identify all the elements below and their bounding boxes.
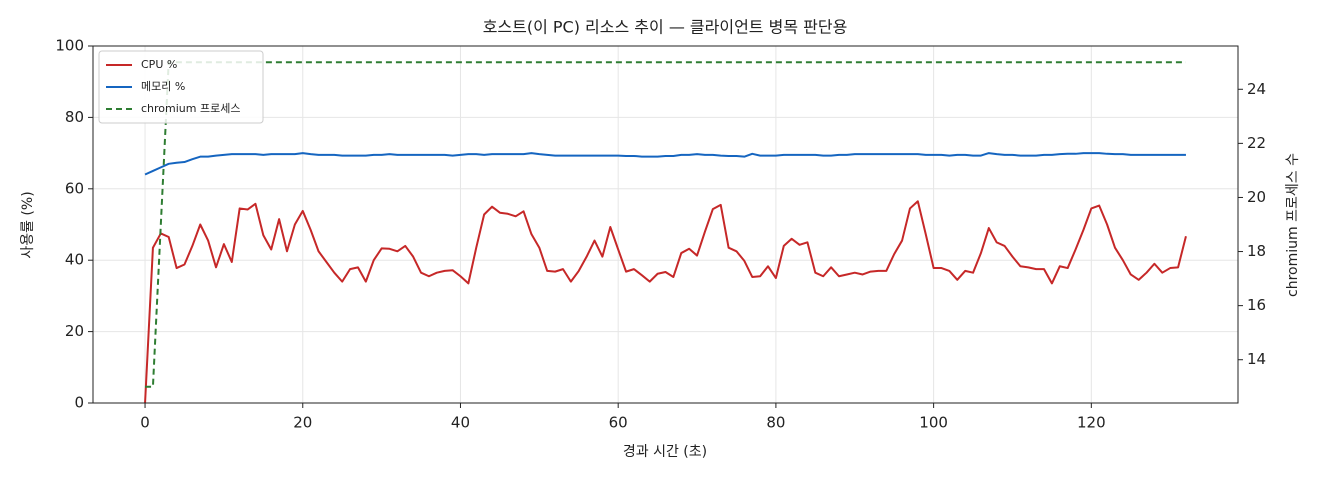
y2-tick-label: 20 bbox=[1247, 188, 1266, 206]
legend-label: CPU % bbox=[141, 58, 177, 71]
x-tick-label: 120 bbox=[1077, 414, 1106, 432]
x-tick-label: 40 bbox=[451, 414, 470, 432]
y-tick-label: 0 bbox=[74, 394, 84, 412]
x-tick-label: 80 bbox=[766, 414, 785, 432]
chart-title: 호스트(이 PC) 리소스 추이 — 클라이언트 병목 판단용 bbox=[483, 18, 848, 37]
legend-box bbox=[98, 50, 264, 124]
y2-tick-label: 18 bbox=[1247, 242, 1266, 260]
y-tick-label: 100 bbox=[55, 37, 84, 55]
x-tick-label: 20 bbox=[293, 414, 312, 432]
y2-axis-label: chromium 프로세스 수 bbox=[1285, 153, 1301, 297]
x-tick-label: 0 bbox=[140, 414, 150, 432]
series-line bbox=[144, 200, 1187, 404]
x-tick-label: 100 bbox=[919, 414, 948, 432]
y2-tick-label: 24 bbox=[1247, 80, 1266, 98]
y-tick-label: 40 bbox=[65, 251, 84, 269]
legend: CPU % 메모리 % chromium 프로세스 bbox=[98, 50, 264, 124]
plot-frame bbox=[92, 45, 1239, 404]
x-tick-label: 60 bbox=[609, 414, 628, 432]
y2-tick-label: 14 bbox=[1247, 350, 1266, 368]
y-tick-label: 60 bbox=[65, 179, 84, 197]
legend-label: 메모리 % bbox=[141, 80, 185, 93]
series-line bbox=[145, 61, 1186, 388]
y-axis-label: 사용률 (%) bbox=[20, 191, 36, 258]
x-axis-label: 경과 시간 (초) bbox=[623, 444, 707, 460]
y-tick-label: 80 bbox=[65, 108, 84, 126]
legend-label: chromium 프로세스 bbox=[141, 102, 240, 115]
y2-tick-label: 22 bbox=[1247, 134, 1266, 152]
y2-tick-label: 16 bbox=[1247, 296, 1266, 314]
y-tick-label: 20 bbox=[65, 322, 84, 340]
series-line bbox=[144, 152, 1186, 176]
